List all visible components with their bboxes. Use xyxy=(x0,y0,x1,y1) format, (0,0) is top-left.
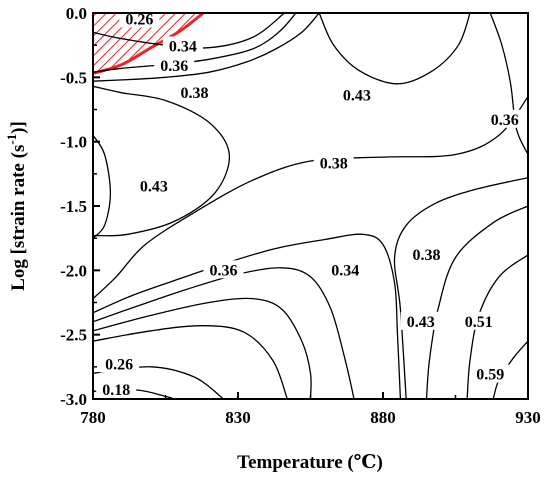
contour-label-bg xyxy=(154,55,195,74)
contour-label: 0.38 xyxy=(320,156,348,173)
x-tick-label: 830 xyxy=(225,408,251,427)
y-axis-label-tail: )] xyxy=(8,121,29,134)
contour-label: 0.34 xyxy=(331,262,359,279)
contour-label: 0.51 xyxy=(465,314,493,331)
contour-line-0.32 xyxy=(93,297,312,399)
y-tick-label: -1.0 xyxy=(60,133,87,152)
contour-line-0.38 xyxy=(93,96,528,300)
contour-line-0.36 xyxy=(93,13,297,73)
contour-line-0.30 xyxy=(93,325,288,399)
contour-line-0.36 xyxy=(93,233,402,399)
contour-label: 0.43 xyxy=(343,87,371,104)
contour-line-0.38 xyxy=(93,85,230,237)
axis-ticks: 780 830 880 930 0.0 -0.5 -1.0 -1.5 -2.0 -2.5 -3.0 xyxy=(60,4,541,427)
contour-label-bg xyxy=(400,311,441,330)
contour-line-0.43 xyxy=(425,205,528,399)
contour-lines xyxy=(93,13,528,399)
y-tick-label: -3.0 xyxy=(60,390,87,409)
x-axis-label: Temperature (℃) xyxy=(237,452,383,473)
contour-label-bg xyxy=(336,85,377,104)
contour-label: 0.26 xyxy=(125,11,153,28)
contour-label-bg xyxy=(162,36,203,55)
contour-label: 0.43 xyxy=(407,314,435,331)
y-tick-label: -1.5 xyxy=(60,197,87,216)
contour-label: 0.38 xyxy=(413,247,441,264)
x-tick-label: 930 xyxy=(515,408,541,427)
contour-line-0.36 xyxy=(489,13,528,155)
contour-label: 0.36 xyxy=(160,58,188,75)
y-tick-label: -2.0 xyxy=(60,261,87,280)
contour-label-bg xyxy=(325,260,366,279)
contour-label-bg xyxy=(133,176,174,195)
y-tick-label: -0.5 xyxy=(60,68,87,87)
y-axis-label-main: Log [strain rate (s xyxy=(8,145,29,291)
contour-label-bg xyxy=(406,244,447,263)
contour-label: 0.59 xyxy=(476,367,504,384)
y-tick-label: 0.0 xyxy=(66,4,87,23)
y-axis-label-sup: -1 xyxy=(4,134,19,145)
contour-label-bg xyxy=(458,311,499,330)
contour-line-0.43 xyxy=(318,13,471,85)
contour-line-0.34 xyxy=(93,267,355,399)
contour-line-0.38 xyxy=(93,13,320,82)
contour-label: 0.38 xyxy=(181,85,209,102)
contour-label: 0.26 xyxy=(105,356,133,373)
contour-labels: 0.26 0.34 0.36 0.38 0.43 0.36 0.38 0.43 0.36 0.34… xyxy=(96,9,525,399)
instability-boundary xyxy=(93,13,205,75)
contour-label-bg xyxy=(174,82,215,101)
y-axis-label: Log [strain rate (s-1)] xyxy=(4,121,29,291)
contour-line-0.43 xyxy=(93,134,112,239)
contour-label-bg xyxy=(99,354,140,373)
x-tick-label: 880 xyxy=(370,408,396,427)
contour-label-bg xyxy=(203,260,244,279)
contour-label-bg xyxy=(96,380,137,398)
contour-label-bg xyxy=(484,109,525,128)
contour-label: 0.34 xyxy=(169,39,197,56)
y-tick-label: -2.5 xyxy=(60,326,87,345)
contour-label: 0.36 xyxy=(210,262,238,279)
contour-label-bg xyxy=(313,153,354,172)
contour-label: 0.18 xyxy=(102,382,130,399)
contour-label-bg xyxy=(470,364,511,383)
contour-label: 0.36 xyxy=(491,112,519,129)
contour-label: 0.43 xyxy=(140,179,168,196)
x-tick-label: 780 xyxy=(80,408,106,427)
